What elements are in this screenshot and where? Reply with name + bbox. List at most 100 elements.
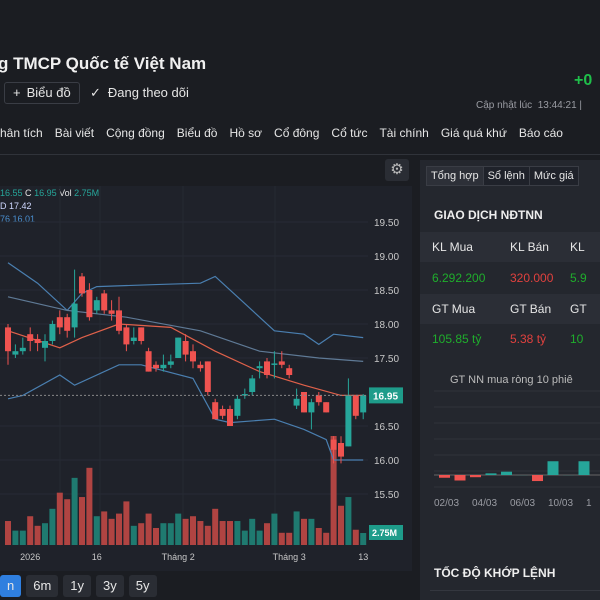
candle (19, 347, 26, 352)
candle (12, 351, 19, 355)
candle (153, 364, 159, 369)
panel-tab[interactable]: Tổng hợp (426, 166, 484, 186)
net-buy-bar (470, 475, 481, 478)
nav-tab[interactable]: Hồ sơ (229, 126, 263, 140)
net-buy-bar (578, 461, 590, 475)
y-tick-label: 16.50 (374, 422, 399, 433)
volume-bar (315, 527, 322, 545)
last-price-badge (369, 387, 403, 404)
volume-bar (130, 525, 137, 545)
net-date-label: 10/03 (548, 498, 573, 509)
last-price-label: 16.95 (373, 391, 398, 402)
volume-bar (86, 467, 93, 545)
timeframe-button[interactable]: 3y (96, 575, 124, 597)
candle (323, 402, 330, 413)
nav-tab[interactable]: hân tích (0, 126, 43, 140)
updated-value: 13:44:21 | (537, 100, 583, 111)
volume-bar (345, 497, 352, 545)
volume-bar (167, 523, 174, 545)
y-tick-label: 17.50 (374, 354, 399, 365)
candle (249, 378, 256, 392)
y-tick-label: 19.50 (374, 218, 399, 229)
main-nav: hân tích Bài viết Cộng đồng Biểu đồ Hồ sơ Cổ … (0, 126, 563, 140)
gt-headers-cell: GT Mua (432, 302, 476, 316)
nav-tab[interactable]: Cổ đông (274, 126, 320, 140)
lower-band-line (7, 364, 364, 461)
volume-bar (241, 530, 248, 545)
volume-bar (323, 532, 330, 545)
x-tick-label: 13 (358, 552, 368, 562)
x-tick-label: Tháng 2 (162, 552, 195, 562)
volume-bar (79, 497, 85, 545)
nav-tab[interactable]: Cổ tức (331, 126, 368, 140)
nav-tab[interactable]: Cộng đồng (106, 126, 165, 140)
x-tick-label: 2026 (20, 552, 40, 562)
panel-tab[interactable]: Sổ lệnh (482, 166, 530, 186)
candle (79, 276, 85, 294)
candle (27, 334, 34, 341)
price-change: +0 (574, 72, 593, 89)
volume-bar (93, 516, 100, 545)
bb-legend: 76 16.01 (0, 214, 36, 224)
nav-tab[interactable]: Tài chính (379, 126, 429, 140)
x-tick-label: Tháng 3 (273, 552, 306, 562)
nav-tab[interactable]: Bài viết (54, 126, 95, 140)
candle (71, 303, 78, 328)
candle (5, 327, 11, 352)
plus-icon: + (13, 85, 21, 100)
net-buy-bar (547, 461, 559, 475)
candle (34, 338, 41, 344)
company-title: g TMCP Quốc tế Việt Nam (0, 54, 207, 73)
nav-tab[interactable]: Biểu đồ (176, 126, 218, 140)
gt-value-row: 105.85 tỷ 5.38 tỷ 10 (420, 324, 600, 354)
volume-bar (264, 523, 270, 545)
candle (130, 337, 137, 341)
volume-bar (256, 530, 263, 545)
volume-bar (212, 508, 219, 545)
volume-bar (301, 518, 307, 545)
check-icon: ✓ (90, 85, 101, 100)
nav-tab[interactable]: Báo cáo (518, 126, 563, 140)
volume-bar (234, 521, 241, 545)
volume-bar (308, 518, 315, 545)
ma-legend: D 17.42 (0, 201, 32, 211)
candle (145, 351, 152, 372)
candle (256, 366, 263, 369)
y-tick-label: 18.50 (374, 286, 399, 297)
volume-bar (293, 511, 300, 545)
volume-bar (153, 527, 159, 545)
volume-bar (286, 532, 293, 545)
legend-close: 16.95 (34, 188, 57, 198)
following-button[interactable]: ✓ Đang theo dõi (90, 82, 189, 104)
panel-tab[interactable]: Mức giá (528, 166, 579, 186)
gt-values-cell: 10 (570, 332, 584, 346)
panel-tabs: Tổng hợp Sổ lệnh Mức giá (426, 166, 579, 186)
timeframe-button[interactable]: 1y (63, 575, 92, 597)
candle (286, 368, 293, 375)
volume-bar (249, 518, 256, 545)
gt-values-cell: 5.38 tỷ (510, 332, 547, 346)
price-chart[interactable]: 16.55 C 16.95 Vol 2.75M D 17.42 76 16.01… (0, 186, 412, 571)
net-buy-title: GT NN mua ròng 10 phiê (450, 374, 573, 386)
candle (271, 363, 278, 365)
nav-tab[interactable]: Giá quá khứ (440, 126, 507, 140)
volume-bar (278, 532, 285, 545)
timeframe-button[interactable]: 5y (128, 575, 157, 597)
volume-bar (271, 513, 278, 545)
volume-bar (108, 518, 115, 545)
volume-bar (71, 477, 78, 545)
candle (108, 310, 115, 314)
timeframe-button[interactable]: n (0, 575, 22, 597)
volume-bar (160, 523, 167, 545)
timeframe-button[interactable]: 6m (26, 575, 59, 597)
candle (138, 327, 145, 341)
candle (49, 324, 56, 341)
gear-icon[interactable]: ⚙ (385, 159, 409, 181)
ohlc-legend: 16.55 C 16.95 Vol 2.75M (0, 188, 99, 198)
volume-bar (197, 521, 204, 545)
volume-bar (227, 521, 233, 545)
add-chart-button[interactable]: + Biểu đồ (4, 82, 80, 104)
net-buy-bar (501, 471, 512, 475)
volume-bar (204, 525, 211, 545)
legend-vol: 2.75M (74, 188, 100, 198)
